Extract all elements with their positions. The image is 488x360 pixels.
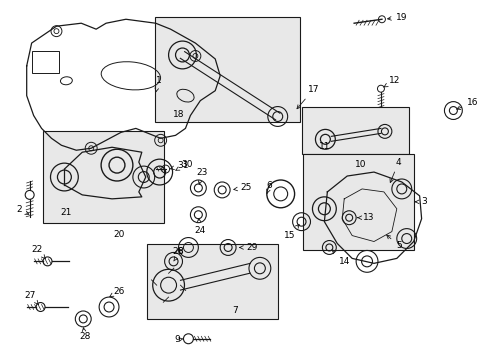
Text: 1: 1	[155, 76, 161, 92]
Text: 15: 15	[283, 225, 299, 240]
Text: 8: 8	[173, 247, 183, 261]
Text: 26: 26	[172, 247, 183, 256]
Text: 20: 20	[113, 230, 124, 239]
Text: 25: 25	[233, 184, 251, 193]
Text: 21: 21	[61, 208, 72, 217]
Text: 16: 16	[456, 98, 478, 109]
Text: 14: 14	[331, 250, 350, 266]
Text: 19: 19	[387, 13, 407, 22]
Text: 31: 31	[170, 161, 189, 170]
Text: 18: 18	[172, 110, 183, 119]
Text: 11: 11	[319, 142, 330, 151]
Text: 23: 23	[196, 167, 207, 184]
Bar	[42, 131, 163, 223]
Text: 30: 30	[175, 159, 193, 170]
Bar	[154, 17, 299, 122]
Text: 26: 26	[110, 287, 124, 297]
Text: 4: 4	[389, 158, 401, 183]
Text: 13: 13	[357, 213, 374, 222]
Bar	[146, 243, 277, 319]
Text: 5: 5	[386, 235, 401, 250]
Text: 29: 29	[239, 243, 257, 252]
Text: 7: 7	[232, 306, 237, 315]
Text: 3: 3	[414, 197, 427, 206]
Text: 22: 22	[32, 245, 45, 259]
Text: 24: 24	[194, 219, 205, 235]
Bar	[32, 51, 60, 73]
Text: 2: 2	[17, 205, 29, 214]
Text: 9: 9	[174, 335, 183, 344]
Text: 10: 10	[354, 159, 366, 168]
Text: 12: 12	[383, 76, 400, 87]
Text: 28: 28	[79, 328, 90, 341]
Bar	[302, 154, 413, 251]
Text: 6: 6	[266, 181, 272, 193]
Text: 17: 17	[296, 85, 318, 109]
Text: 27: 27	[25, 291, 39, 305]
Bar	[301, 107, 408, 154]
